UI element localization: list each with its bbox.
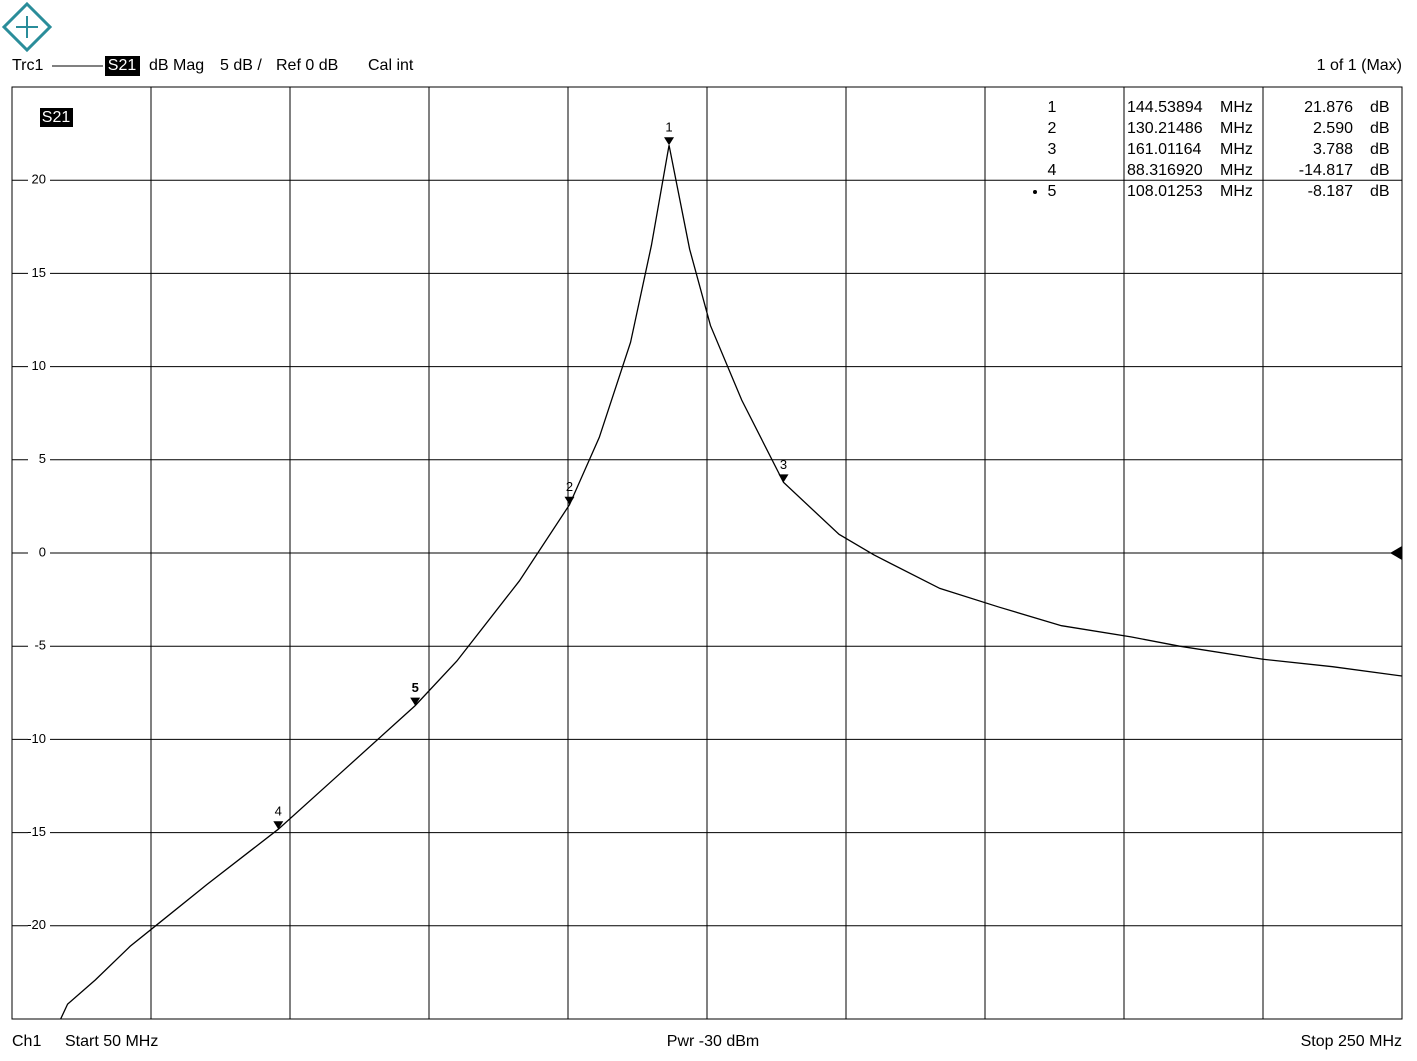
ref-level: Ref 0 dB — [276, 57, 338, 74]
marker-table-value: 21.876 — [1304, 99, 1353, 116]
y-tick-label-bg — [28, 638, 50, 655]
marker-table-freq-unit: MHz — [1220, 183, 1253, 200]
param: S21 — [108, 57, 137, 74]
marker-number: 4 — [275, 804, 282, 819]
format: dB Mag — [149, 57, 204, 74]
marker-table-freq-unit: MHz — [1220, 99, 1253, 116]
trace — [60, 145, 1403, 1020]
marker-table-number: 3 — [1048, 141, 1057, 158]
y-tick-label-bg — [28, 451, 50, 468]
channel: Ch1 — [12, 1033, 41, 1050]
y-tick-label-bg — [28, 545, 50, 561]
marker-table-value: 2.590 — [1313, 120, 1353, 137]
marker-number: 3 — [780, 457, 787, 472]
y-tick-label-bg — [28, 265, 50, 282]
cal-state: Cal int — [368, 57, 414, 74]
marker-table-number: 4 — [1048, 162, 1057, 179]
marker-table-freq: 88.316920 — [1127, 162, 1203, 179]
marker — [664, 137, 675, 146]
marker-number: 1 — [665, 120, 672, 135]
marker-number: 5 — [412, 680, 419, 695]
y-tick-label: 20 — [32, 172, 46, 187]
marker-table-freq-unit: MHz — [1220, 162, 1253, 179]
marker-table-value: 3.788 — [1313, 141, 1353, 158]
marker-table-freq: 161.01164 — [1127, 141, 1202, 158]
marker-table-value-unit: dB — [1370, 99, 1390, 116]
marker-table-value: -8.187 — [1308, 183, 1353, 200]
y-tick-label: -20 — [27, 917, 46, 932]
y-tick-label-bg — [28, 731, 50, 748]
marker-table-freq-unit: MHz — [1220, 120, 1253, 137]
marker-table-freq: 130.21486 — [1127, 120, 1203, 137]
y-tick-label: 0 — [39, 544, 46, 559]
marker-table-number: 5 — [1048, 183, 1057, 200]
y-tick-label-bg — [28, 917, 50, 934]
y-tick-label: -10 — [27, 731, 46, 746]
y-tick-label-bg — [28, 172, 50, 189]
scale: 5 dB / — [220, 57, 262, 74]
y-tick-label: 5 — [39, 451, 46, 466]
marker-table-freq: 144.53894 — [1127, 99, 1203, 116]
y-tick-label: 15 — [32, 265, 46, 280]
marker-table-value-unit: dB — [1370, 183, 1390, 200]
marker-number: 2 — [566, 479, 573, 494]
y-tick-label-bg — [28, 358, 50, 375]
marker-table-value-unit: dB — [1370, 141, 1390, 158]
marker-table-value: -14.817 — [1299, 162, 1353, 179]
trace-label-box — [40, 108, 73, 127]
param-box — [105, 56, 140, 76]
marker-table-number: 2 — [1048, 120, 1057, 137]
marker-table-freq-unit: MHz — [1220, 141, 1253, 158]
stop: Stop 250 MHz — [1301, 1033, 1402, 1050]
trace-name: Trc1 — [12, 57, 44, 74]
logo — [1, 1, 53, 53]
power: Pwr -30 dBm — [667, 1033, 759, 1050]
marker-table-number: 1 — [1048, 99, 1057, 116]
active-marker-dot — [1033, 190, 1037, 194]
marker — [410, 697, 421, 706]
y-tick-label: 10 — [32, 358, 46, 373]
trace-label: S21 — [42, 109, 71, 126]
y-tick-label: -5 — [34, 638, 46, 653]
marker-table-freq: 108.01253 — [1127, 183, 1203, 200]
marker-table-value-unit: dB — [1370, 120, 1390, 137]
marker — [564, 496, 575, 505]
y-tick-label: -15 — [27, 824, 46, 839]
page-indicator: 1 of 1 (Max) — [1317, 57, 1402, 74]
marker — [778, 474, 789, 483]
marker-table-value-unit: dB — [1370, 162, 1390, 179]
start: Start 50 MHz — [65, 1033, 158, 1050]
marker — [273, 821, 284, 830]
y-tick-label-bg — [28, 824, 50, 841]
